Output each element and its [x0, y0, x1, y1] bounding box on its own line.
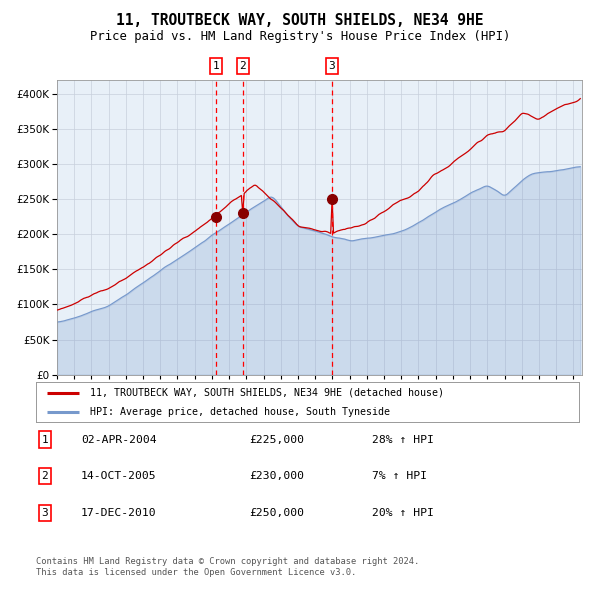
Text: 02-APR-2004: 02-APR-2004: [81, 435, 157, 444]
Text: 3: 3: [328, 61, 335, 71]
Text: HPI: Average price, detached house, South Tyneside: HPI: Average price, detached house, Sout…: [91, 407, 391, 417]
Text: 28% ↑ HPI: 28% ↑ HPI: [372, 435, 434, 444]
Text: 7% ↑ HPI: 7% ↑ HPI: [372, 471, 427, 481]
Text: Price paid vs. HM Land Registry's House Price Index (HPI): Price paid vs. HM Land Registry's House …: [90, 30, 510, 43]
Text: 11, TROUTBECK WAY, SOUTH SHIELDS, NE34 9HE (detached house): 11, TROUTBECK WAY, SOUTH SHIELDS, NE34 9…: [91, 388, 444, 398]
Text: 1: 1: [213, 61, 220, 71]
Text: 11, TROUTBECK WAY, SOUTH SHIELDS, NE34 9HE: 11, TROUTBECK WAY, SOUTH SHIELDS, NE34 9…: [116, 13, 484, 28]
Text: This data is licensed under the Open Government Licence v3.0.: This data is licensed under the Open Gov…: [36, 568, 356, 577]
Text: 2: 2: [239, 61, 246, 71]
Text: 2: 2: [41, 471, 49, 481]
Text: £225,000: £225,000: [249, 435, 304, 444]
Text: 14-OCT-2005: 14-OCT-2005: [81, 471, 157, 481]
Text: 20% ↑ HPI: 20% ↑ HPI: [372, 508, 434, 517]
Text: Contains HM Land Registry data © Crown copyright and database right 2024.: Contains HM Land Registry data © Crown c…: [36, 557, 419, 566]
Text: 17-DEC-2010: 17-DEC-2010: [81, 508, 157, 517]
Text: 1: 1: [41, 435, 49, 444]
Text: £250,000: £250,000: [249, 508, 304, 517]
Text: 3: 3: [41, 508, 49, 517]
Text: £230,000: £230,000: [249, 471, 304, 481]
